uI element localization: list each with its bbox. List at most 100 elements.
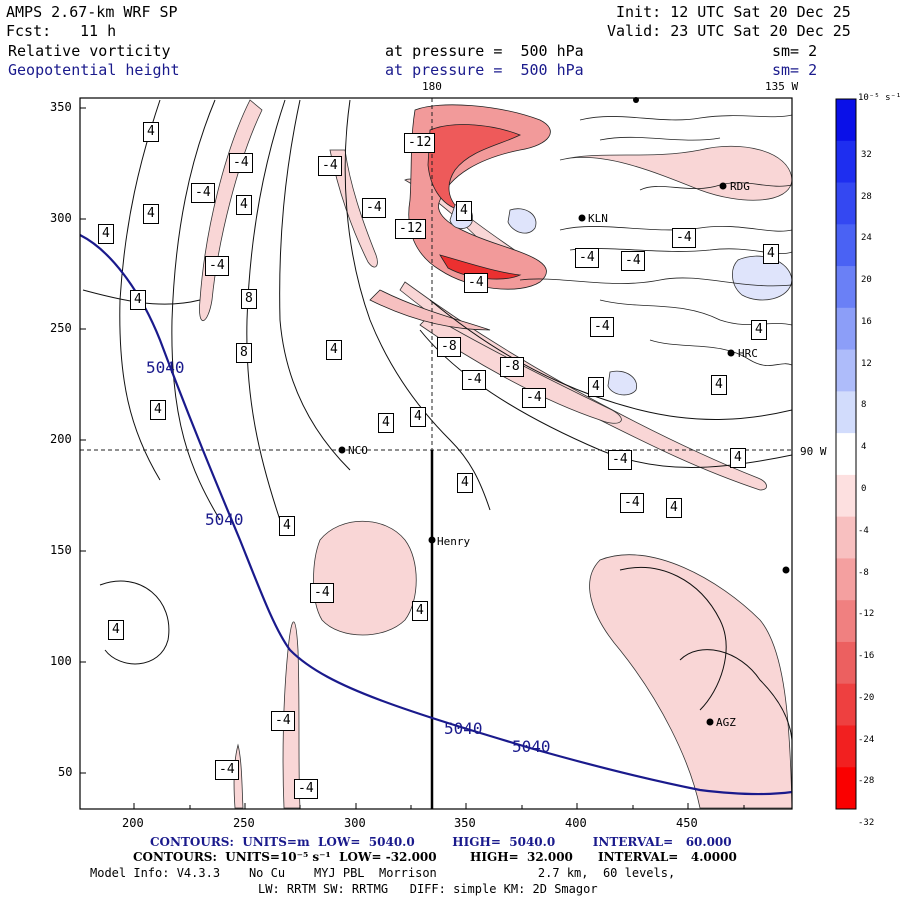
colorbar-tick: -4 [858,525,869,536]
y-tick-350: 350 [50,100,72,114]
colorbar-tick: 12 [861,358,872,369]
colorbar-tick: -12 [858,609,875,620]
positive-vorticity-shading [449,203,792,396]
vorticity-label: 4 [588,377,604,397]
colorbar-tick: -24 [858,734,875,745]
x-tick-350: 350 [454,816,476,830]
field-vorticity: Relative vorticity [8,42,171,60]
colorbar-tick: -32 [858,818,875,829]
vorticity-label: 8 [241,289,257,309]
colorbar-segment [836,725,856,768]
colorbar-tick: -20 [858,692,875,703]
colorbar-segment [836,558,856,601]
height-label: 5040 [512,737,551,756]
vorticity-label: 4 [711,375,727,395]
colorbar-tick: 28 [861,191,872,202]
x-axis-ticks [133,803,745,809]
station-henry-dot [428,536,436,544]
vorticity-label: 4 [98,224,114,244]
vorticity-label: 4 [279,516,295,536]
colorbar-segment [836,391,856,434]
station-rdg-dot [719,182,727,190]
pressure-geopotential: at pressure = 500 hPa [385,61,584,79]
vorticity-label: -4 [575,248,599,268]
colorbar-segment [836,641,856,685]
meridian-135w-label: 135 W [765,80,799,93]
vorticity-label: -4 [620,493,644,513]
vorticity-label: 4 [751,320,767,340]
height-label: 5040 [146,358,185,377]
vorticity-label: 4 [130,290,146,310]
band-mid [329,149,378,268]
vorticity-label: 4 [666,498,682,518]
geopotential-contour-5040 [80,234,792,796]
vorticity-label: 4 [456,201,472,221]
station-unlabeled-dot [782,566,790,574]
footer-height-contours: CONTOURS: UNITS=m LOW= 5040.0 HIGH= 5040… [150,835,732,849]
station-kln-dot [578,214,586,222]
blob-henry [313,521,417,636]
colorbar-frame [835,98,857,810]
colorbar-tick: 16 [861,316,872,327]
colorbar-segment [836,182,856,225]
parallel-90w-label: 90 W [800,445,827,458]
vorticity-label: -4 [229,153,253,173]
vorticity-label: -4 [318,156,342,176]
blob-upper-right [559,145,792,201]
vorticity-label: -4 [294,779,318,799]
vorticity-label: -4 [205,256,229,276]
vorticity-label: -4 [608,450,632,470]
y-tick-300: 300 [50,211,72,225]
vorticity-label: 4 [457,473,473,493]
colorbar-tick: 0 [861,484,867,494]
colorbar-tick: 4 [861,442,867,453]
valid-time: Valid: 23 UTC Sat 20 Dec 25 [607,22,851,40]
colorbar-segment [836,433,856,476]
station-unlabeled-dot [633,97,639,103]
vorticity-label: 4 [236,195,252,215]
colorbar-segment [836,349,856,392]
vorticity-label: 4 [326,340,342,360]
station-label-nco: NCO [348,444,368,457]
colorbar-segment [836,767,856,810]
negative-vorticity-shading [199,99,792,809]
vorticity-label: -12 [404,133,436,153]
vorticity-label: -12 [395,219,427,239]
height-label: 5040 [444,719,483,738]
vorticity-label: 8 [236,343,252,363]
x-tick-200: 200 [122,816,144,830]
pressure-vorticity: at pressure = 500 hPa [385,42,584,60]
station-label-kln: KLN [588,212,608,225]
y-axis-ticks [80,107,86,774]
colorbar-tick: 32 [861,149,872,160]
vorticity-label: -4 [621,251,645,271]
colorbar-segment [836,307,856,351]
colorbar-segment [836,683,856,726]
station-label-henry: Henry [437,535,471,548]
colorbar-segment [836,224,856,267]
vorticity-label: -4 [271,711,295,731]
station-label-hrc: HRC [738,347,758,360]
colorbar-tick: 20 [861,275,872,286]
meridian-180-label: 180 [422,80,442,93]
vorticity-label: -4 [362,198,386,218]
colorbar-tick: -8 [858,567,869,578]
colorbar-segment [836,140,856,184]
vorticity-label: -4 [310,583,334,603]
band-left [199,99,263,321]
colorbar-units: 10⁻⁵ s⁻¹ [858,93,900,103]
y-tick-150: 150 [50,543,72,557]
station-label-rdg: RDG [730,180,750,193]
y-tick-100: 100 [50,654,72,668]
vorticity-label: -4 [522,388,546,408]
vorticity-label: -4 [672,228,696,248]
init-time: Init: 12 UTC Sat 20 Dec 25 [616,3,851,21]
field-geopotential: Geopotential height [8,61,180,79]
footer-vorticity-contours: CONTOURS: UNITS=10⁻⁵ s⁻¹ LOW= -32.000 HI… [133,850,737,864]
model-title: AMPS 2.67-km WRF SP [6,3,178,21]
vorticity-label: 4 [108,620,124,640]
vorticity-label: 4 [378,413,394,433]
y-tick-50: 50 [58,765,73,779]
forecast-label: Fcst: [6,22,52,40]
